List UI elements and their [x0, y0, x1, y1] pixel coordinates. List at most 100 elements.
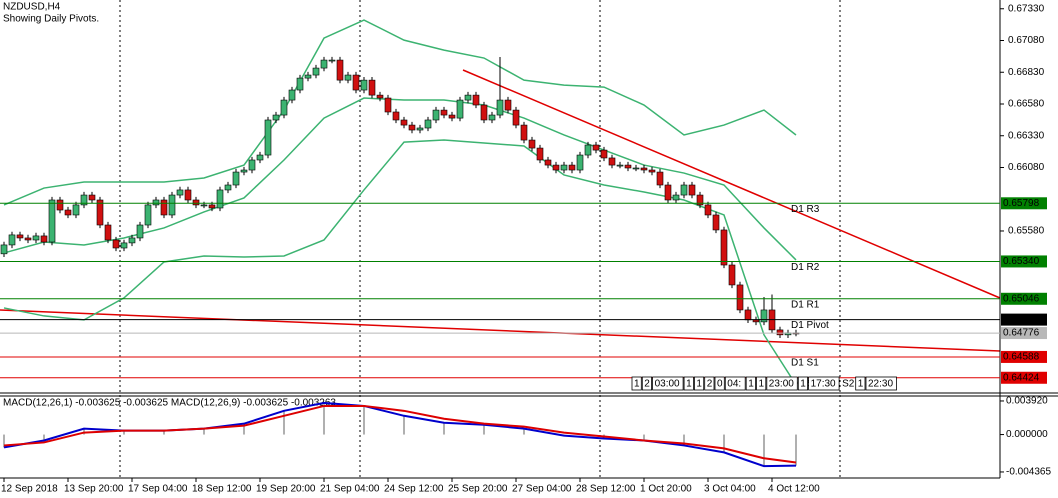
candle-body: [760, 309, 768, 323]
candle-body: [608, 157, 616, 166]
price-box-label: 0.65046: [1003, 293, 1040, 304]
candle-body: [600, 149, 608, 159]
time-box: [855, 376, 866, 391]
candle-body: [464, 94, 472, 101]
candle-body: [256, 154, 264, 161]
time-box-label: 1: [858, 379, 864, 390]
price-box-label: 0.64776: [1003, 328, 1040, 339]
candle-body: [320, 59, 328, 69]
candle-body: [504, 99, 512, 111]
time-box-label: 03:00: [655, 379, 680, 390]
candle-body: [544, 159, 552, 166]
candle-body: [240, 169, 248, 173]
candle-body: [128, 237, 136, 244]
candle-body: [248, 159, 256, 171]
candle-body: [640, 167, 648, 171]
candle-body: [280, 99, 288, 116]
candle-body: [8, 234, 16, 246]
candle-body: [384, 97, 392, 113]
price-box: [1001, 255, 1047, 268]
candle-body: [184, 189, 192, 201]
y-tick-label: 0.67330: [1008, 3, 1045, 14]
time-box: [745, 376, 756, 391]
candle-body: [288, 89, 296, 101]
candle-body: [720, 229, 728, 266]
candle-body: [376, 94, 384, 99]
candle-body: [624, 164, 632, 169]
time-box: [756, 376, 767, 391]
time-box: [631, 376, 642, 391]
candle-body: [152, 199, 160, 206]
subtitle: Showing Daily Pivots.: [3, 14, 99, 25]
y-tick-label: -0.004365: [1006, 467, 1051, 478]
time-box-label: 0: [717, 379, 723, 390]
candle-body: [192, 199, 200, 206]
candle-body: [216, 189, 224, 209]
candle-body: [72, 204, 80, 216]
pivot-name: D1 S1: [791, 358, 819, 369]
price-box: [1001, 350, 1047, 363]
y-tick-label: 0.66580: [1008, 99, 1045, 110]
candle-body: [136, 224, 144, 239]
candle-body: [728, 264, 736, 286]
candle-body: [536, 147, 544, 161]
candle-body: [440, 109, 448, 116]
candle-body: [144, 204, 152, 226]
candle-body: [104, 224, 112, 241]
time-box-label: 04:: [727, 379, 741, 390]
time-box-label: 22:30: [868, 379, 893, 390]
time-box: [808, 376, 840, 391]
candle-body: [0, 244, 8, 255]
pivot-name: D1 Pivot: [791, 320, 829, 331]
trend-line: [0, 309, 1001, 352]
candle-body: [16, 234, 24, 239]
candle-body: [448, 114, 456, 119]
candle-body: [232, 171, 240, 186]
y-tick-label: 0.000000: [1006, 429, 1048, 440]
y-tick-label: 0.66080: [1008, 162, 1045, 173]
candle-body: [336, 59, 344, 81]
candle-body: [656, 171, 664, 186]
candle-body: [488, 114, 496, 121]
candle-body: [296, 77, 304, 91]
candle-body: [632, 167, 640, 170]
candle-body: [664, 184, 672, 201]
time-box-label: 1: [634, 379, 640, 390]
time-box-label: 2: [644, 379, 650, 390]
candle-body: [64, 209, 72, 216]
candle-body: [392, 111, 400, 121]
time-box: [641, 376, 652, 391]
time-box-label: 1: [696, 379, 702, 390]
candle-body: [272, 114, 280, 121]
x-tick-label: 18 Sep 12:00: [192, 484, 252, 495]
candle-body: [560, 164, 568, 171]
candle-body: [56, 199, 64, 211]
price-box: [1001, 313, 1047, 326]
x-tick-label: 13 Sep 20:00: [64, 484, 124, 495]
y-tick-label: 0.65580: [1008, 226, 1045, 237]
candle-body: [592, 144, 600, 151]
pivot-name: D1 R3: [791, 204, 820, 215]
time-box: [652, 376, 684, 391]
candle-body: [224, 184, 232, 191]
y-tick-label: 0.66330: [1008, 130, 1045, 141]
candle-body: [328, 59, 336, 62]
x-tick-label: 27 Sep 04:00: [512, 484, 572, 495]
time-box-label: 1: [686, 379, 692, 390]
candle-body: [368, 79, 376, 96]
pivot-name: D1 R1: [791, 299, 820, 310]
x-tick-label: 4 Oct 12:00: [768, 484, 820, 495]
time-box-label: 23:00: [769, 379, 794, 390]
price-box: [1001, 292, 1047, 305]
candle-body: [176, 189, 184, 196]
candle-body: [528, 139, 536, 149]
y-tick-label: 0.67080: [1008, 35, 1045, 46]
candle-body: [120, 242, 128, 249]
time-box-label: 2: [707, 379, 713, 390]
candle-body: [200, 204, 208, 207]
candle-body: [704, 204, 712, 216]
price-box-label: 0.65798: [1003, 198, 1040, 209]
